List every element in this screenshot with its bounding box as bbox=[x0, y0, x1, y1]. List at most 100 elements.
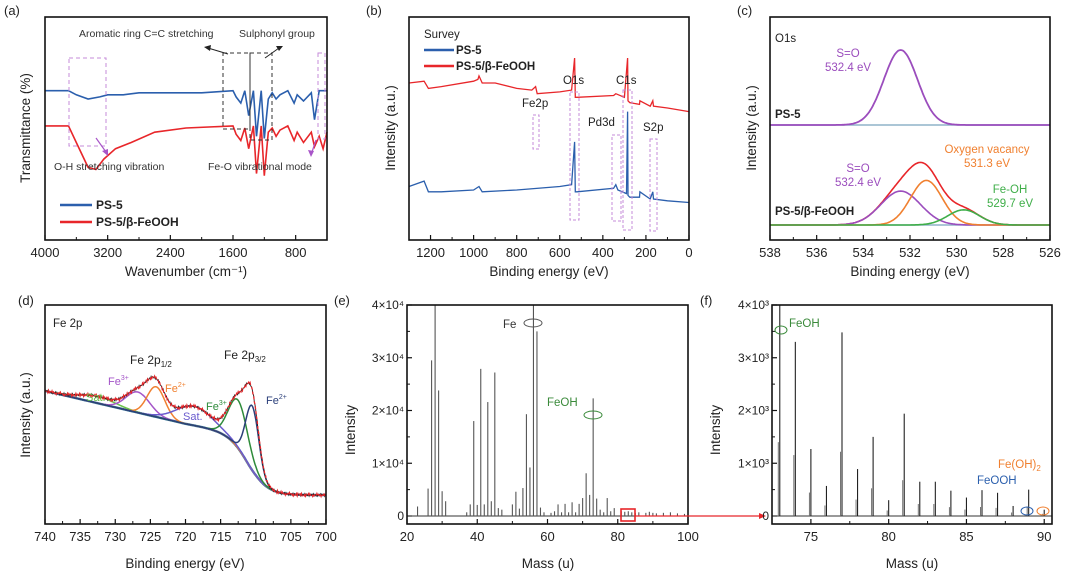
x-tick-label-c: 528 bbox=[992, 245, 1014, 260]
fe2-label-right: Fe2+ bbox=[266, 394, 287, 407]
y-axis-label-b: Intensity (a.u.) bbox=[383, 85, 398, 171]
plot-area-e bbox=[407, 305, 688, 517]
series-line-b-1 bbox=[408, 57, 690, 113]
x-ticks-c: 538 536 534 532 530 528 526 bbox=[759, 235, 1061, 260]
feoh-label-f: FeOH bbox=[789, 318, 820, 330]
y-tick-label-f: 1×10³ bbox=[738, 456, 769, 470]
y-ticks-f: 0 1×10³ 2×10³ 3×10³ 4×10³ bbox=[738, 298, 777, 523]
feoh-circle-marker-e bbox=[583, 410, 603, 420]
x-tick-label-d: 725 bbox=[140, 529, 162, 544]
frame-a bbox=[44, 16, 328, 241]
aromatic-arrowhead bbox=[204, 45, 211, 51]
series-line-a-0 bbox=[45, 89, 327, 139]
aromatic-region-box bbox=[222, 52, 251, 130]
plot-area-c bbox=[770, 49, 1050, 226]
plot-area-b bbox=[408, 57, 690, 204]
panel-label-c: (c) bbox=[737, 3, 752, 18]
x-tick-label-d: 735 bbox=[69, 529, 91, 544]
fe-label: Fe bbox=[503, 319, 516, 331]
fe2-left-sup: 2+ bbox=[178, 382, 186, 389]
so-energy-bottom: 532.4 eV bbox=[835, 177, 881, 189]
y-tick-label-e: 4×10⁴ bbox=[372, 298, 404, 312]
fe2p-box bbox=[532, 114, 540, 150]
panel-e: (e) Intensity Mass (u) 0 1×10⁴ 2×10⁴ 3×10⁴ 4… bbox=[334, 293, 766, 571]
feo-region-box bbox=[317, 52, 326, 140]
x-axis-label-c: Binding energy (eV) bbox=[850, 264, 969, 279]
sample-label-feooh: PS-5/β-FeOOH bbox=[775, 206, 854, 218]
x-tick-label-d: 700 bbox=[315, 529, 337, 544]
x-tick-label-a: 1600 bbox=[219, 245, 248, 260]
fe3-right-text: Fe bbox=[206, 401, 219, 413]
series-line-a-1 bbox=[45, 124, 328, 176]
x-tick-label-c: 530 bbox=[946, 245, 968, 260]
x-tick-label-b: 0 bbox=[685, 245, 692, 260]
x-ticks-b: 1200 1000 800 600 400 200 0 bbox=[408, 235, 693, 260]
peak-label-o1s: O1s bbox=[563, 75, 584, 87]
x-axis-label-d: Binding energy (eV) bbox=[125, 556, 244, 571]
aromatic-arrow bbox=[207, 47, 229, 55]
fe2-right-sup: 2+ bbox=[279, 394, 287, 401]
frame-d bbox=[44, 304, 327, 525]
panel-label-d: (d) bbox=[18, 293, 34, 308]
x-axis-label-e: Mass (u) bbox=[522, 556, 575, 571]
x-tick-label-d: 720 bbox=[175, 529, 197, 544]
x-tick-label-e: 20 bbox=[400, 529, 414, 544]
x-tick-label-b: 800 bbox=[506, 245, 528, 260]
x-tick-label-b: 1000 bbox=[459, 245, 488, 260]
oh-region-box bbox=[68, 57, 107, 147]
panel-label-f: (f) bbox=[700, 293, 712, 308]
x-axis-label-a-text: Wavenumber (cm⁻¹) bbox=[125, 264, 247, 279]
x-ticks-e: 20 40 60 80 100 bbox=[400, 519, 699, 544]
x-tick-label-c: 526 bbox=[1039, 245, 1061, 260]
fe3-left-sup: 3+ bbox=[121, 375, 129, 382]
envelope-d bbox=[44, 374, 326, 499]
so-label-bottom: S=O bbox=[846, 163, 869, 175]
y-axis-label-a: Transmittance (%) bbox=[18, 73, 33, 183]
x-tick-label-a: 4000 bbox=[31, 245, 60, 260]
x-tick-label-c: 536 bbox=[806, 245, 828, 260]
c1s-box bbox=[622, 89, 633, 231]
panel-c: (c) Intensity (a.u.) Binding energy (eV)… bbox=[737, 3, 1061, 279]
s2p-box bbox=[649, 138, 658, 232]
zoom-arrowhead bbox=[759, 513, 766, 519]
feo-arrowhead bbox=[308, 150, 314, 157]
annotation-aromatic: Aromatic ring C=C stretching bbox=[79, 28, 214, 40]
y-ticks-e: 0 1×10⁴ 2×10⁴ 3×10⁴ 4×10⁴ bbox=[372, 298, 412, 523]
feoh-label: Fe-OH bbox=[993, 184, 1028, 196]
x-tick-label-c: 532 bbox=[899, 245, 921, 260]
pd3d-box bbox=[611, 134, 622, 222]
x-tick-label-a: 3200 bbox=[93, 245, 122, 260]
x-tick-label-d: 740 bbox=[34, 529, 56, 544]
y-tick-label-f: 2×10³ bbox=[738, 404, 769, 418]
fe3-right-sup: 3+ bbox=[219, 400, 227, 407]
feooh-circle-marker bbox=[1020, 506, 1034, 516]
sat-label-left: Sat. bbox=[86, 392, 106, 404]
x-axis-label-f: Mass (u) bbox=[886, 556, 939, 571]
legend-label-ps5-b: PS-5 bbox=[456, 45, 482, 57]
x-tick-label-e: 60 bbox=[540, 529, 554, 544]
x-tick-label-c: 538 bbox=[759, 245, 781, 260]
oh-arrowhead bbox=[102, 149, 108, 156]
y-axis-label-d: Intensity (a.u.) bbox=[18, 372, 33, 458]
y-tick-label-f: 0 bbox=[762, 509, 769, 523]
x-tick-label-f: 90 bbox=[1037, 529, 1051, 544]
fit-component-c-3 bbox=[770, 208, 1050, 226]
x-tick-label-d: 715 bbox=[210, 529, 232, 544]
feoh-circle-marker-f bbox=[774, 325, 788, 335]
feoh2-label: Fe(OH)2 bbox=[998, 459, 1041, 473]
y-axis-label-c: Intensity (a.u.) bbox=[744, 85, 759, 171]
oh-arrow bbox=[95, 137, 107, 153]
legend-label-feooh-b: PS-5/β-FeOOH bbox=[456, 61, 535, 73]
annotation-oh: O-H stretching vibration bbox=[54, 161, 164, 173]
feoh2-sub: 2 bbox=[1036, 464, 1041, 473]
y-tick-label-e: 0 bbox=[397, 509, 404, 523]
plot-area-f bbox=[772, 305, 1052, 517]
sulphonyl-arrowhead bbox=[276, 46, 283, 51]
x-tick-label-e: 100 bbox=[677, 529, 699, 544]
fe2p32-text: Fe 2p bbox=[224, 348, 255, 362]
y-axis-label-e: Intensity bbox=[343, 405, 358, 456]
x-tick-label-b: 400 bbox=[592, 245, 614, 260]
x-ticks-d: 740 735 730 725 720 715 710 705 700 bbox=[34, 519, 337, 544]
y-axis-label-f: Intensity bbox=[708, 405, 723, 456]
panel-b: (b) Intensity (a.u.) Binding energy (eV)… bbox=[366, 3, 693, 279]
